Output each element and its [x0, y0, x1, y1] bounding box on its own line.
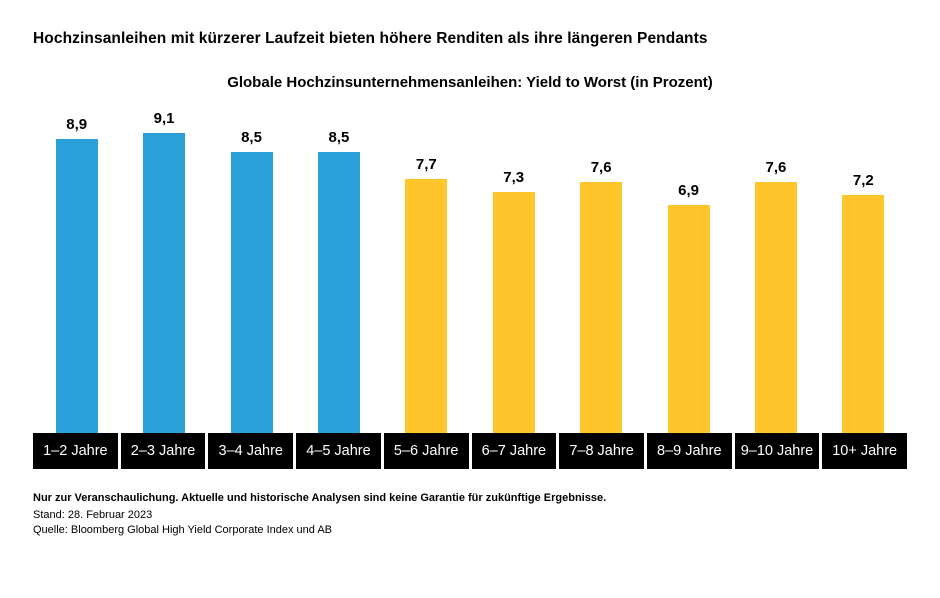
bar-column: 7,3 [470, 169, 557, 433]
bar-value-label: 7,7 [415, 156, 437, 173]
x-axis-label: 3–4 Jahre [208, 433, 294, 469]
x-axis-label: 9–10 Jahre [734, 433, 820, 469]
bar [55, 139, 98, 433]
bar-column: 8,9 [33, 116, 120, 433]
bar-column: 7,6 [732, 159, 819, 433]
bar-column: 8,5 [208, 129, 295, 433]
x-axis-label: 1–2 Jahre [33, 433, 118, 469]
bar-column: 7,6 [557, 159, 644, 433]
bar-chart: 8,9 9,1 8,5 8,5 7,7 7,3 7,6 6,9 7,6 7,2 [33, 103, 907, 433]
bar-column: 7,2 [820, 172, 907, 433]
bar [492, 192, 535, 433]
bar [842, 195, 885, 433]
source-text: Quelle: Bloomberg Global High Yield Corp… [33, 524, 333, 536]
bar-value-label: 7,6 [590, 159, 612, 176]
x-axis-label: 7–8 Jahre [559, 433, 644, 469]
bar-column: 7,7 [383, 156, 470, 433]
bar-value-label: 9,1 [153, 110, 175, 127]
bar-column: 8,5 [295, 129, 382, 433]
x-axis-label: 2–3 Jahre [120, 433, 206, 469]
x-axis-label: 6–7 Jahre [471, 433, 557, 469]
footnotes: Nur zur Veranschaulichung. Aktuelle und … [33, 491, 907, 538]
as-of-date: Stand: 28. Februar 2023 [33, 509, 153, 521]
bar [405, 179, 448, 433]
disclaimer-text: Nur zur Veranschaulichung. Aktuelle und … [33, 492, 607, 504]
bar-value-label: 8,9 [66, 116, 88, 133]
x-axis: 1–2 Jahre 2–3 Jahre 3–4 Jahre 4–5 Jahre 5–6 … [33, 433, 908, 469]
bar-value-label: 7,2 [852, 172, 874, 189]
x-axis-label: 10+ Jahre [822, 433, 908, 469]
page-title: Hochzinsanleihen mit kürzerer Laufzeit b… [33, 30, 708, 47]
bar-value-label: 7,3 [503, 169, 525, 186]
bar-value-label: 8,5 [241, 129, 262, 146]
bar-value-label: 6,9 [678, 182, 699, 199]
bar [754, 182, 797, 433]
bar [580, 182, 623, 433]
bar [143, 133, 186, 433]
bar-column: 9,1 [120, 110, 207, 433]
bar-value-label: 8,5 [328, 129, 350, 146]
bar [667, 205, 710, 433]
bar [317, 152, 360, 433]
bar [230, 152, 273, 433]
x-axis-label: 5–6 Jahre [383, 433, 469, 469]
chart-title: Globale Hochzinsunternehmensanleihen: Yi… [227, 74, 713, 91]
x-axis-label: 8–9 Jahre [646, 433, 732, 469]
bar-column: 6,9 [645, 182, 732, 433]
bar-value-label: 7,6 [765, 159, 787, 176]
x-axis-label: 4–5 Jahre [296, 433, 381, 469]
